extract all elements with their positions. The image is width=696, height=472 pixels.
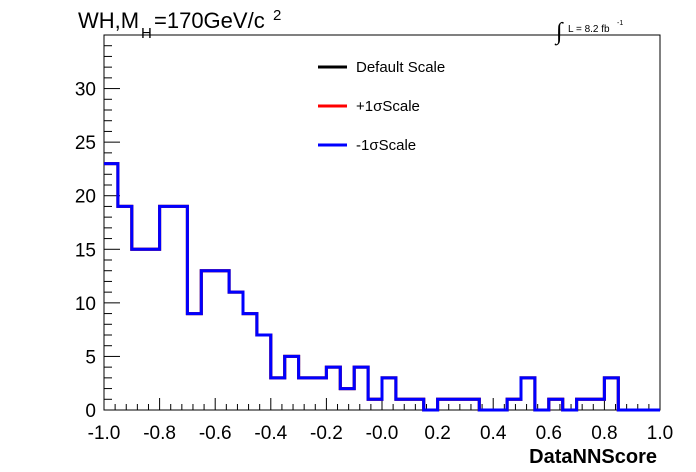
chart-title-main: WH,M <box>78 8 139 33</box>
y-tick-label: 15 <box>75 240 96 261</box>
histogram-series <box>104 162 660 412</box>
y-tick-label: 10 <box>75 294 96 315</box>
y-tick-label: 0 <box>85 401 96 422</box>
luminosity-label: L = 8.2 fb <box>568 24 610 35</box>
x-tick-label: -0.2 <box>310 423 343 444</box>
y-tick-label: 20 <box>75 187 96 208</box>
x-axis-label: DataNNScore <box>529 446 657 468</box>
y-axis: 0 5 10 15 20 25 30 <box>75 45 120 422</box>
legend-label-default-scale: Default Scale <box>356 59 445 76</box>
x-tick-label: -0.8 <box>143 423 176 444</box>
x-tick-label: 0.8 <box>591 423 617 444</box>
y-tick-label: 5 <box>85 347 96 368</box>
x-tick-label: -1.0 <box>88 423 121 444</box>
x-tick-label: 1.0 <box>647 423 673 444</box>
x-axis: -1.0 -0.8 -0.6 -0.4 -0.2 -0.0 0.2 0.4 0.6 0.8 1.0 <box>88 398 673 444</box>
x-tick-label: 0.6 <box>536 423 562 444</box>
histogram-line-2 <box>104 162 660 412</box>
x-tick-label: -0.4 <box>254 423 287 444</box>
x-tick-label: 0.2 <box>424 423 450 444</box>
luminosity-unit-superscript: -1 <box>617 20 623 27</box>
y-tick-label: 25 <box>75 133 96 154</box>
legend: Default Scale +1σScale -1σScale <box>318 59 445 154</box>
chart-title-superscript: 2 <box>273 7 281 24</box>
x-tick-label: -0.6 <box>199 423 232 444</box>
legend-label-plus-1sigma-scale: +1σScale <box>356 98 420 115</box>
x-tick-label: -0.0 <box>366 423 399 444</box>
chart-title-rest: =170GeV/c <box>154 8 265 33</box>
x-tick-label: 0.4 <box>480 423 507 444</box>
integral-symbol: ∫ <box>554 19 564 46</box>
legend-label-minus-1sigma-scale: -1σScale <box>356 137 416 154</box>
y-tick-label: 30 <box>75 80 96 101</box>
chart-title-subscript: H <box>141 25 152 42</box>
